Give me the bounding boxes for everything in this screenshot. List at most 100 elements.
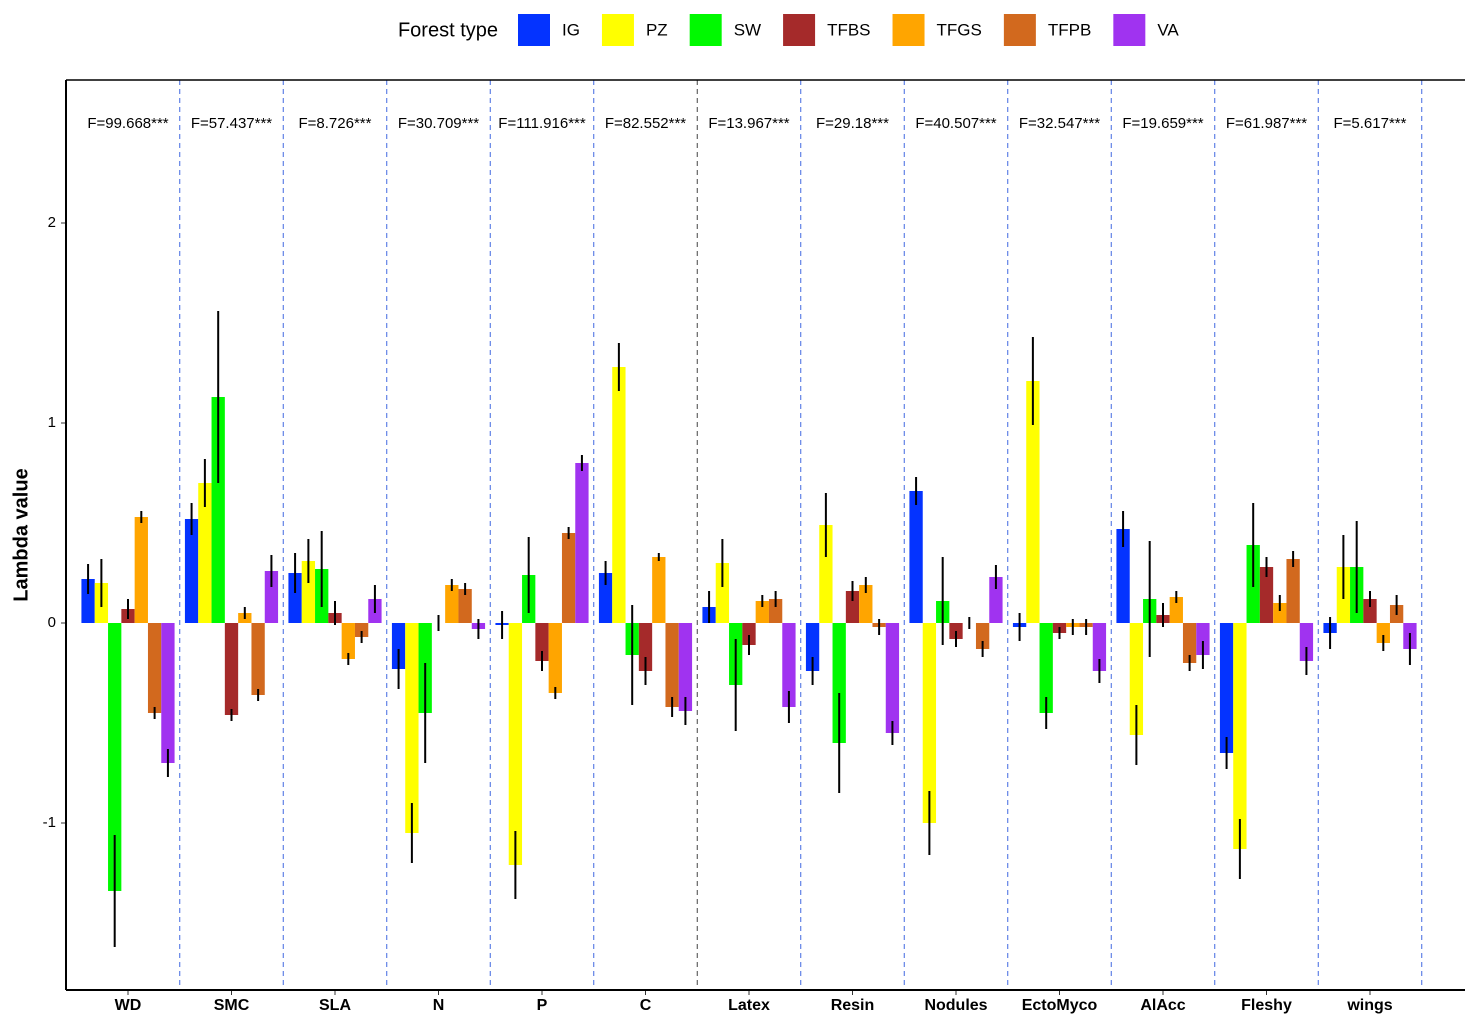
bar bbox=[598, 573, 613, 623]
bar bbox=[391, 623, 406, 669]
bar bbox=[198, 483, 212, 623]
bar bbox=[1299, 623, 1314, 661]
legend-key bbox=[518, 14, 550, 46]
legend-label: IG bbox=[562, 20, 580, 39]
annotation: F=8.726*** bbox=[299, 115, 372, 132]
legend-key bbox=[689, 14, 722, 46]
x-tick-label: EctoMyco bbox=[1022, 997, 1098, 1014]
bar bbox=[108, 623, 122, 891]
annotation: F=61.987*** bbox=[1226, 115, 1307, 132]
bar bbox=[508, 623, 523, 865]
y-axis-label: Lambda value bbox=[10, 468, 32, 601]
bar bbox=[224, 623, 239, 715]
bar bbox=[742, 623, 756, 645]
bar bbox=[1219, 623, 1234, 753]
bar bbox=[134, 517, 148, 623]
x-tick-label: Fleshy bbox=[1241, 997, 1292, 1014]
bar bbox=[184, 519, 199, 623]
y-tick-label: 2 bbox=[48, 214, 56, 231]
bar bbox=[1092, 623, 1107, 671]
bar bbox=[819, 525, 833, 623]
legend-key bbox=[892, 14, 925, 46]
bar bbox=[1259, 567, 1274, 623]
x-tick-label: Nodules bbox=[924, 997, 987, 1014]
annotation: F=32.547*** bbox=[1019, 115, 1100, 132]
bar bbox=[832, 623, 846, 743]
legend-label: VA bbox=[1157, 20, 1179, 39]
legend-title: Forest type bbox=[398, 19, 498, 41]
bar bbox=[1273, 603, 1287, 623]
bar bbox=[445, 585, 459, 623]
x-tick-label: Resin bbox=[831, 997, 875, 1014]
bar bbox=[715, 563, 730, 623]
bar bbox=[147, 623, 162, 713]
y-tick-label: 0 bbox=[48, 614, 56, 631]
annotation: F=82.552*** bbox=[605, 115, 686, 132]
bar bbox=[768, 599, 783, 623]
bar bbox=[1196, 623, 1210, 655]
bar bbox=[1363, 599, 1377, 623]
bar bbox=[354, 623, 369, 637]
bar bbox=[975, 623, 990, 649]
x-tick-label: wings bbox=[1346, 997, 1392, 1014]
bar bbox=[909, 491, 923, 623]
bar bbox=[755, 601, 769, 623]
legend-key bbox=[1113, 14, 1146, 46]
bar bbox=[885, 623, 900, 733]
legend-label: SW bbox=[734, 20, 761, 39]
legend-key bbox=[601, 14, 634, 46]
legend-key bbox=[783, 14, 816, 46]
bar bbox=[301, 561, 316, 623]
x-tick-label: P bbox=[537, 997, 548, 1014]
bar bbox=[652, 557, 666, 623]
annotation: F=5.617*** bbox=[1334, 115, 1407, 132]
bar bbox=[678, 623, 693, 711]
legend-label: TFPB bbox=[1048, 20, 1091, 39]
bar bbox=[561, 533, 576, 623]
y-tick-label: 1 bbox=[48, 414, 56, 431]
annotation: F=19.659*** bbox=[1122, 115, 1203, 132]
bar bbox=[251, 623, 265, 695]
x-tick-label: C bbox=[640, 997, 652, 1014]
bar bbox=[161, 623, 175, 763]
bar bbox=[575, 463, 589, 623]
legend-label: TFBS bbox=[827, 20, 870, 39]
annotation: F=57.437*** bbox=[191, 115, 272, 132]
bar bbox=[1026, 381, 1040, 623]
x-tick-label: SLA bbox=[319, 997, 351, 1014]
bar bbox=[638, 623, 653, 671]
bar bbox=[1286, 559, 1300, 623]
bar bbox=[458, 589, 472, 623]
annotation: F=13.967*** bbox=[708, 115, 789, 132]
legend-label: PZ bbox=[646, 20, 668, 39]
bar bbox=[264, 571, 279, 623]
annotation: F=30.709*** bbox=[398, 115, 479, 132]
legend-label: TFGS bbox=[937, 20, 982, 39]
y-tick-label: -1 bbox=[43, 814, 56, 831]
bar bbox=[845, 591, 860, 623]
bar bbox=[1129, 623, 1144, 735]
x-tick-label: AlAcc bbox=[1140, 997, 1185, 1014]
bar bbox=[922, 623, 937, 823]
annotation: F=40.507*** bbox=[915, 115, 996, 132]
bar bbox=[405, 623, 419, 833]
x-tick-label: N bbox=[433, 997, 445, 1014]
bar bbox=[782, 623, 796, 707]
bar bbox=[1182, 623, 1197, 663]
bar bbox=[1039, 623, 1053, 713]
bar bbox=[805, 623, 820, 671]
bar bbox=[1233, 623, 1247, 849]
bar bbox=[548, 623, 562, 693]
annotation: F=111.916*** bbox=[498, 115, 586, 132]
x-tick-label: WD bbox=[115, 997, 142, 1014]
x-tick-label: Latex bbox=[728, 997, 770, 1014]
bar bbox=[859, 585, 873, 623]
bar bbox=[81, 579, 95, 623]
bar bbox=[612, 367, 626, 623]
bar bbox=[665, 623, 679, 707]
annotation: F=29.18*** bbox=[816, 115, 889, 132]
bar bbox=[211, 397, 225, 623]
bar bbox=[1376, 623, 1390, 643]
annotation: F=99.668*** bbox=[87, 115, 168, 132]
